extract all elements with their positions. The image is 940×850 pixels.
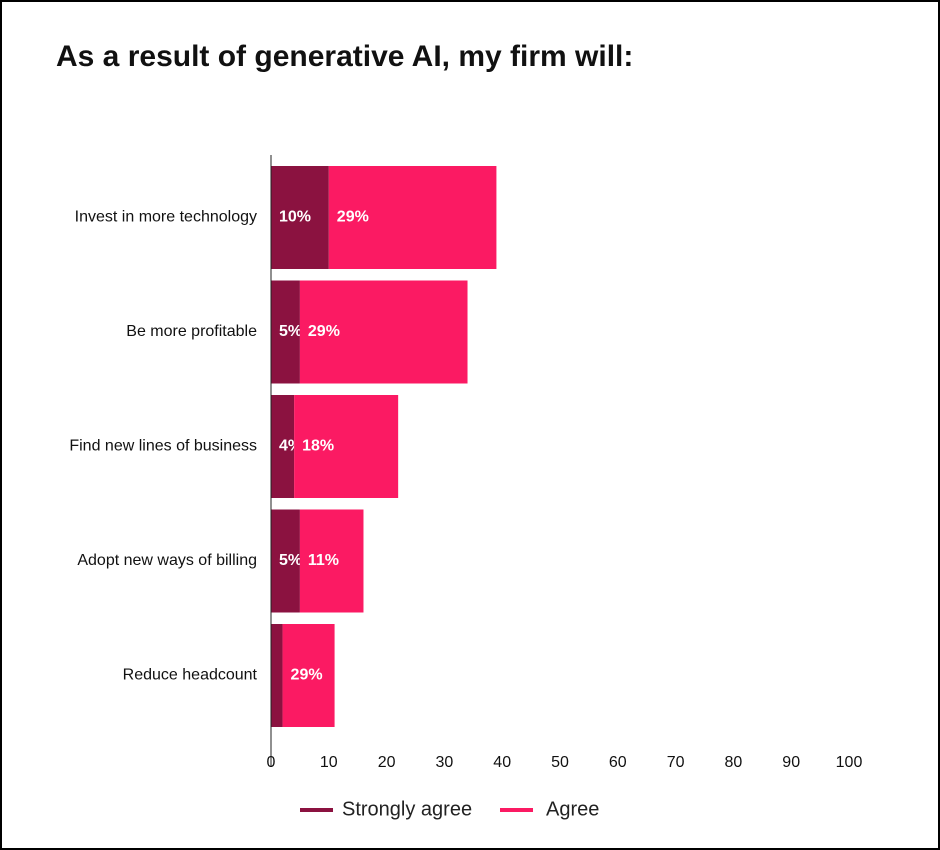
category-label: Be more profitable (126, 323, 257, 340)
x-tick-label: 40 (493, 754, 511, 771)
bar-agree (294, 395, 399, 498)
bar-strongly-agree (271, 166, 329, 269)
data-label: 10% (279, 209, 311, 226)
chart-title: As a result of generative AI, my firm wi… (56, 40, 634, 73)
data-label: 29% (291, 667, 323, 684)
bar-agree (299, 280, 468, 384)
data-label: 11% (308, 552, 339, 569)
bar-strongly-agree (271, 509, 300, 613)
category-label: Reduce headcount (123, 667, 258, 684)
bar-agree (299, 509, 364, 613)
category-label: Invest in more technology (75, 209, 257, 226)
bar-strongly-agree (271, 624, 283, 727)
data-label: 18% (302, 438, 334, 455)
x-tick-label: 80 (725, 754, 743, 771)
x-tick-label: 100 (836, 754, 863, 771)
legend-label: Strongly agree (342, 798, 472, 820)
data-label: 29% (308, 323, 340, 340)
x-tick-label: 70 (667, 754, 685, 771)
bar-agree (328, 166, 497, 269)
bar-agree (282, 624, 335, 727)
x-tick-label: 90 (782, 754, 800, 771)
x-tick-label: 20 (378, 754, 396, 771)
data-label: 5% (279, 323, 302, 340)
data-label: 29% (337, 209, 369, 226)
category-label: Adopt new ways of billing (77, 552, 257, 569)
x-tick-label: 30 (436, 754, 454, 771)
category-label: Find new lines of business (69, 438, 257, 455)
bar-strongly-agree (271, 280, 300, 384)
legend-label: Agree (546, 798, 599, 820)
x-tick-label: 0 (267, 754, 276, 771)
x-tick-label: 50 (551, 754, 569, 771)
data-label: 5% (279, 552, 302, 569)
x-tick-label: 10 (320, 754, 338, 771)
x-tick-label: 60 (609, 754, 627, 771)
bar-strongly-agree (271, 395, 295, 498)
